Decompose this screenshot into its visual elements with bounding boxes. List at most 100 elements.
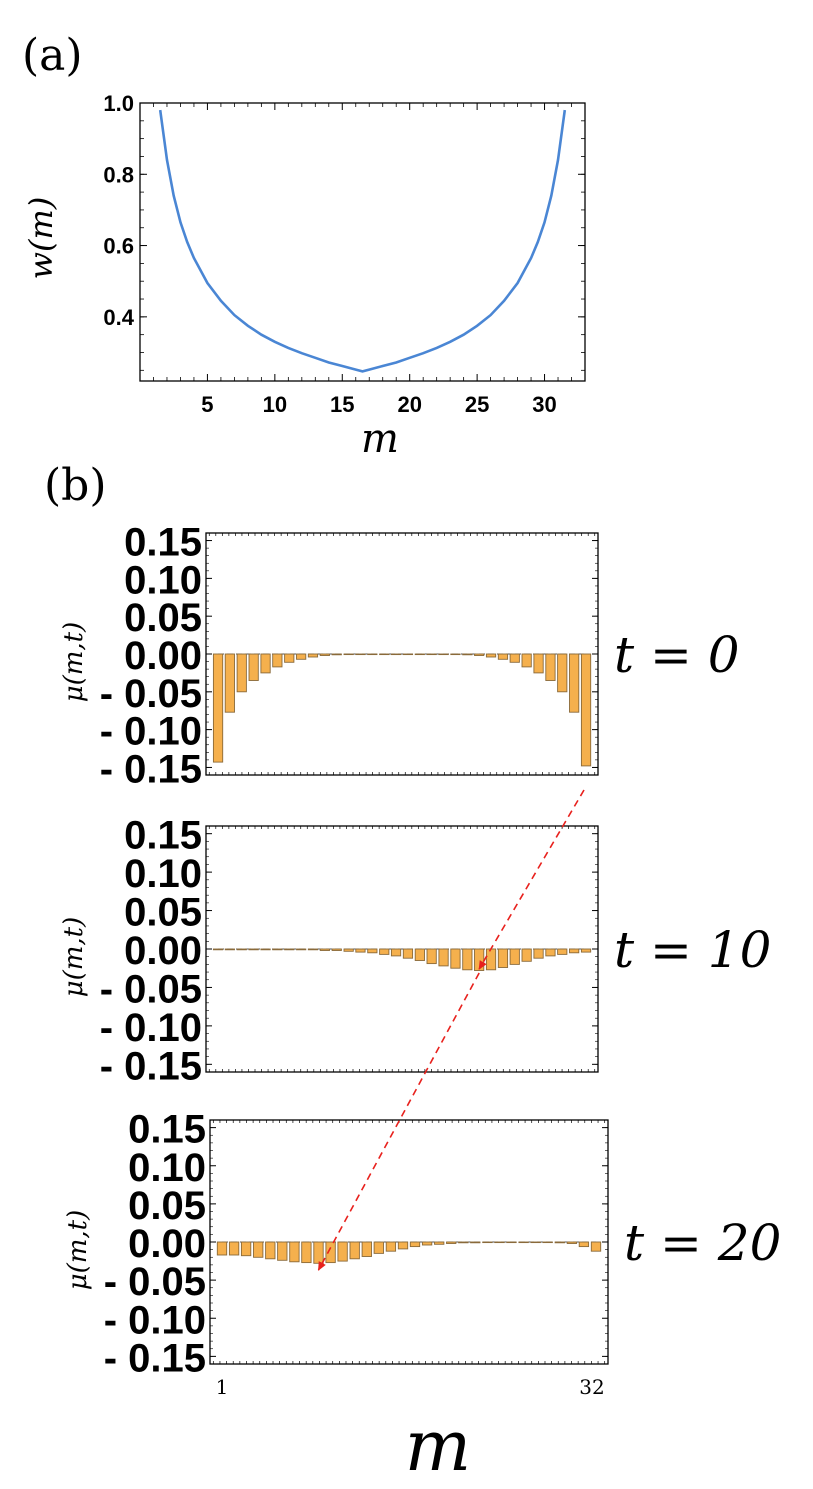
bar (343, 948, 354, 952)
bar (355, 653, 366, 656)
bar (212, 653, 224, 763)
bar (533, 653, 544, 674)
bar (260, 948, 271, 951)
y-tick-label: - 0.15 (104, 1336, 206, 1380)
bar (402, 653, 414, 656)
bar (319, 948, 330, 951)
bar (434, 1241, 445, 1245)
bar (272, 653, 283, 668)
bar (497, 948, 509, 968)
bar (272, 948, 283, 951)
bar (307, 653, 319, 658)
bar (446, 1241, 457, 1244)
bar (497, 653, 509, 660)
y-tick-label: - 0.10 (104, 1298, 206, 1342)
panel-a-label: (a) (22, 30, 83, 81)
bar (569, 948, 580, 954)
y-tick-label: - 0.05 (104, 1260, 206, 1304)
bar (470, 1241, 481, 1244)
bar (533, 948, 544, 959)
bar (289, 1241, 300, 1263)
bar (296, 653, 307, 660)
bar (236, 653, 247, 693)
bar (379, 653, 390, 656)
bar (580, 948, 592, 953)
bar (373, 1241, 384, 1254)
bar (385, 1241, 397, 1252)
bar (545, 653, 556, 681)
time-annotation: t = 0 (614, 626, 740, 684)
bar (578, 1241, 590, 1248)
bar (580, 653, 592, 767)
bar (569, 653, 580, 713)
y-tick-label: - 0.10 (100, 1006, 202, 1050)
bar (518, 1241, 529, 1244)
y-tick-label: - 0.05 (100, 672, 202, 716)
bar (313, 1241, 324, 1264)
bar (414, 948, 425, 961)
bar-chart-panel: 0.150.100.050.00- 0.05- 0.10- 0.15 μ(m,t)… (63, 1108, 781, 1399)
bar (296, 948, 307, 951)
bar (390, 653, 402, 656)
y-tick-label: 0.00 (124, 634, 202, 678)
plot-frame (139, 102, 586, 382)
time-annotation: t = 20 (624, 1214, 781, 1272)
bar (458, 1241, 469, 1244)
y-tick-label: 0.05 (124, 891, 202, 935)
bar (240, 1241, 252, 1257)
x-tick-label: 5 (201, 392, 213, 417)
bar (426, 653, 437, 656)
y-tick-label: 0.00 (128, 1222, 206, 1266)
bar (265, 1241, 276, 1260)
bar (494, 1241, 505, 1244)
y-tick-label: - 0.15 (100, 747, 202, 791)
bar (337, 1241, 348, 1262)
bar (545, 948, 556, 957)
x-tick-label: 20 (397, 392, 421, 417)
bar (331, 653, 342, 656)
peak-arrow (317, 972, 480, 1271)
y-tick-label: 0.10 (128, 1146, 206, 1190)
bar (557, 653, 568, 693)
bar (361, 1241, 372, 1257)
peak-arrow (478, 789, 585, 970)
y-tick-label: 0.05 (128, 1184, 206, 1228)
y-tick-label: 1.0 (103, 91, 134, 116)
bar-chart-panel: 0.150.100.050.00- 0.05- 0.10- 0.15 μ(m,t)… (59, 521, 740, 792)
bar (228, 1241, 240, 1256)
bar (530, 1241, 541, 1244)
x-axis-label: m (361, 416, 399, 462)
arrows (317, 789, 585, 1271)
bar (542, 1241, 553, 1244)
y-tick-label: 0.05 (124, 596, 202, 640)
bar (224, 653, 235, 713)
bar (355, 948, 366, 953)
y-tick-label: 0.15 (128, 1108, 206, 1152)
line-chart: 5 10 15 20 25 30 0.4 0.6 0.8 1.0 w(m) m (22, 91, 586, 462)
bar (301, 1241, 312, 1264)
bottom-x-axis-label: m (405, 1405, 471, 1484)
bar (260, 653, 271, 674)
bar (212, 948, 224, 951)
y-tick-label: - 0.10 (100, 710, 202, 754)
bar (566, 1241, 578, 1244)
bar (450, 948, 461, 969)
y-axis-label: μ(m,t) (59, 622, 89, 703)
bar (277, 1241, 288, 1261)
bar (474, 653, 485, 656)
y-tick-label: 0.15 (124, 814, 202, 858)
y-tick-label: 0.6 (103, 234, 134, 259)
bar (482, 1241, 493, 1244)
bar (307, 948, 319, 951)
bar (426, 948, 437, 965)
y-tick-label: 0.15 (124, 521, 202, 565)
y-tick-label: - 0.15 (100, 1044, 202, 1088)
bar (421, 1241, 433, 1246)
bar (248, 948, 259, 951)
y-tick-label: 0.8 (103, 162, 134, 187)
bar (284, 653, 295, 663)
time-annotation: t = 10 (614, 921, 771, 979)
x-tick-label: 15 (330, 392, 354, 417)
x-tick-label: 32 (579, 1375, 604, 1399)
